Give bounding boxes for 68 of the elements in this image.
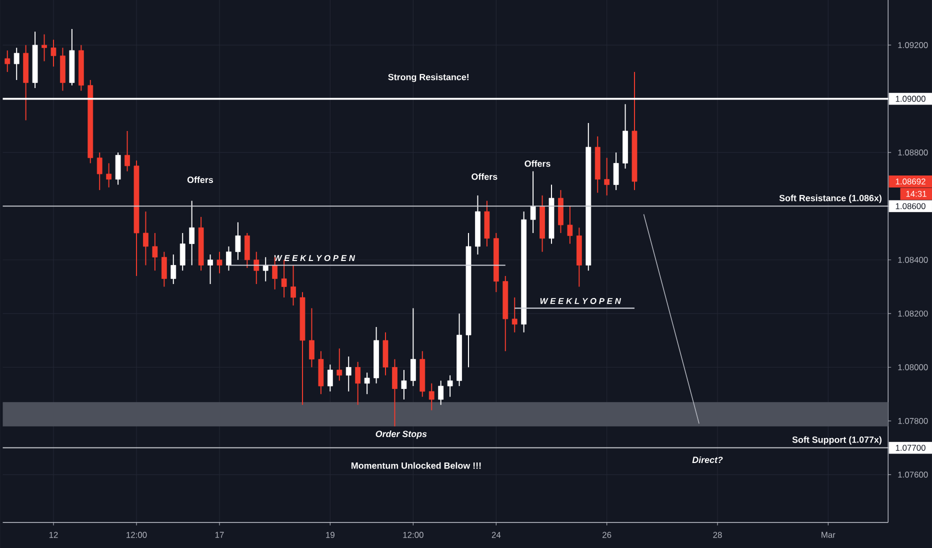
- candlestick: [235, 222, 241, 260]
- candlestick: [208, 254, 213, 284]
- candlestick: [4, 50, 10, 72]
- y-tick-label: 1.07600: [898, 471, 928, 478]
- x-tick-label: 26: [602, 532, 612, 538]
- annotation: Momentum Unlocked Below !!!: [352, 462, 481, 469]
- candlestick: [327, 364, 333, 392]
- x-tick-label: 12: [49, 532, 58, 538]
- candlestick: [364, 372, 370, 394]
- candlestick: [161, 251, 167, 288]
- x-tick-label: 17: [215, 532, 224, 538]
- text: 1.08692: [896, 178, 926, 184]
- candlestick: [152, 232, 158, 271]
- annotation: Strong Resistance!: [388, 73, 468, 82]
- ref-line-label: Soft Resistance (1.086x): [779, 194, 882, 203]
- x-tick-label: 12:00: [403, 532, 424, 538]
- x-tick-label: 28: [713, 532, 722, 538]
- x-tick-label: 12:00: [126, 532, 147, 538]
- candlestick: [96, 152, 102, 190]
- x-tick-label: 19: [326, 532, 334, 538]
- candlestick: [530, 170, 536, 234]
- candlestick: [14, 47, 20, 80]
- candlestick: [226, 246, 232, 271]
- candlestick: [336, 348, 342, 382]
- candlestick: [512, 296, 518, 333]
- y-tick-label: 1.09200: [898, 42, 928, 48]
- candlestick: [410, 308, 416, 386]
- candlestick: [401, 369, 407, 400]
- candlestick: [355, 361, 361, 406]
- candlestick: [309, 308, 314, 368]
- annotation: Offers: [187, 176, 214, 183]
- candlestick: [106, 162, 112, 188]
- candlestick: [447, 374, 453, 398]
- candlestick: [281, 259, 287, 298]
- candlestick: [216, 251, 222, 274]
- y-tick-label: 1.08400: [898, 256, 928, 263]
- candlestick: [428, 382, 434, 411]
- y-tick-label: 1.09000: [896, 96, 926, 102]
- candlestick: [50, 39, 56, 67]
- band-label: Order Stops: [376, 430, 427, 439]
- candlestick: [42, 34, 47, 62]
- candlestick: [189, 200, 195, 266]
- candlestick: [613, 152, 619, 190]
- candlestick: [170, 254, 176, 284]
- candlestick: [604, 157, 610, 196]
- annotation: Offers: [524, 160, 550, 167]
- candlestick: [438, 380, 444, 406]
- x-tick-label: Mar: [822, 532, 836, 538]
- series-label: W E E K L Y O P E N: [540, 298, 622, 304]
- y-tick-label: 1.08000: [898, 364, 928, 370]
- candlestick: [290, 264, 296, 306]
- y-tick-label: 1.08600: [896, 203, 926, 209]
- annotation: Offers: [472, 173, 498, 180]
- candlestick: [124, 130, 130, 172]
- x-tick-label: 24: [492, 532, 501, 538]
- candlestick: [392, 358, 398, 427]
- candlestick: [254, 251, 260, 284]
- candlestick: [346, 356, 352, 392]
- ref-line-label: Soft Support (1.077x): [792, 436, 882, 444]
- candlestick: [567, 206, 573, 244]
- text: 14:31: [906, 190, 926, 197]
- y-tick-label: 1.08800: [898, 149, 928, 156]
- annotation: Direct?: [692, 456, 723, 463]
- candlestick: [143, 210, 148, 266]
- y-tick-label: 1.08200: [898, 310, 928, 316]
- y-tick-label: 1.07800: [898, 418, 928, 424]
- y-tick-label: 1.07700: [896, 444, 926, 451]
- candlestick: [180, 232, 186, 271]
